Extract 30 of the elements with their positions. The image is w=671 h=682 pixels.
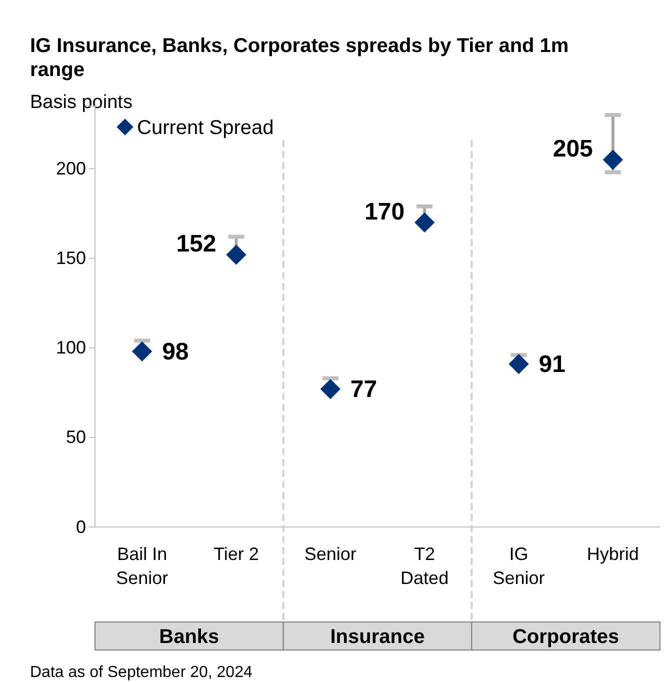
text: Data as of September 20, 2024: [30, 664, 252, 681]
y-tick-label: 200: [56, 158, 86, 178]
point: [226, 244, 246, 265]
point: [414, 212, 435, 233]
y-tick-label: 50: [66, 427, 86, 448]
point: [602, 150, 624, 170]
point: [132, 341, 152, 362]
y-tick-label: 100: [56, 338, 86, 358]
y-axis-title: Basis points: [30, 92, 132, 113]
chart-title: IG Insurance, Banks, Corporates spreads by Tier and 1m range: [30, 35, 569, 81]
y-tick-label: 150: [56, 248, 86, 268]
x-tick-label: IG Senior: [492, 544, 545, 588]
x-tick-label: T2 Dated: [400, 544, 449, 588]
x-tick-label: Senior: [304, 544, 356, 564]
text: Insurance: [330, 626, 425, 648]
data-label: 152: [176, 230, 216, 258]
data-label: 91: [538, 350, 566, 378]
y-tick-label: 0: [76, 516, 86, 537]
text: Corporates: [512, 626, 620, 648]
x-tick-label: Hybrid: [586, 544, 639, 564]
point: [508, 354, 529, 374]
data-label: 170: [364, 198, 405, 226]
x-tick-label: Bail In Senior: [116, 544, 168, 588]
legend-label: Current Spread: [137, 117, 274, 139]
data-label: 205: [552, 136, 593, 163]
point: [320, 378, 341, 400]
text: Banks: [159, 626, 220, 648]
x-tick-label: Tier 2: [214, 544, 259, 564]
data-label: 98: [162, 338, 189, 366]
data-label: 77: [350, 376, 378, 404]
